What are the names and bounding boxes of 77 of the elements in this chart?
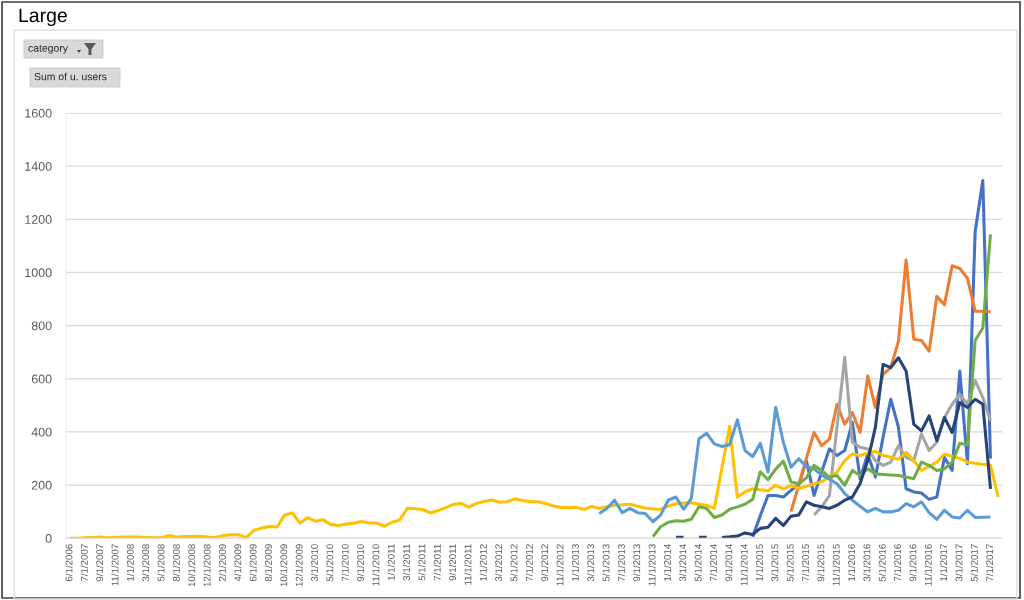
x-tick-label: 5/1/2008 — [157, 544, 165, 582]
x-tick-label: 9/1/2012 — [540, 544, 549, 582]
x-tick-label: 11/1/2016 — [924, 544, 932, 586]
x-tick-label: 4/1/2009 — [234, 544, 242, 582]
x-tick-label: 1/1/2017 — [939, 544, 948, 581]
y-tick-label: 0 — [45, 534, 52, 543]
y-tick-label: 800 — [31, 321, 52, 331]
x-tick-label: 7/1/2016 — [893, 544, 902, 582]
x-tick-label: 3/1/2012 — [494, 544, 503, 582]
x-tick-label: 1/1/2013 — [571, 544, 579, 581]
x-tick-label: 7/1/2015 — [801, 544, 809, 582]
x-tick-label: 7/1/2011 — [433, 544, 441, 581]
x-tick-label: 10/1/2008 — [188, 544, 196, 587]
chart-title: Large — [19, 8, 67, 27]
x-tick-label: 3/1/2011 — [402, 544, 411, 581]
x-tick-label: 5/1/2013 — [602, 544, 610, 582]
x-tick-label: 7/1/2017 — [985, 544, 994, 582]
x-tick-label: 7/1/2013 — [617, 544, 625, 582]
x-tick-label: 9/1/2015 — [817, 544, 825, 582]
x-tick-label: 6/1/2006 — [65, 544, 73, 582]
x-tick-label: 5/1/2015 — [786, 544, 794, 582]
x-tick-label: 7/1/2014 — [709, 544, 717, 582]
x-tick-label: 3/1/2017 — [955, 544, 963, 582]
x-tick-label: 12/1/2008 — [203, 544, 211, 587]
x-tick-label: 11/1/2012 — [556, 544, 564, 586]
x-tick-label: 9/1/2010 — [356, 544, 364, 582]
line-series — [651, 232, 993, 539]
x-tick-label: 3/1/2014 — [679, 544, 687, 582]
x-tick-label: 11/1/2015 — [832, 544, 840, 586]
x-tick-label: 3/1/2008 — [142, 544, 150, 582]
y-tick-label: 1600 — [25, 108, 52, 118]
line-series — [68, 425, 1000, 539]
x-tick-label: 11/1/2010 — [372, 544, 380, 586]
y-tick-label: 1400 — [25, 161, 52, 171]
y-tick-label: 1000 — [25, 268, 52, 278]
line-series — [789, 258, 993, 514]
y-tick-label: 400 — [31, 427, 52, 437]
x-tick-label: 1/1/2016 — [847, 544, 855, 581]
x-tick-label: 1/1/2015 — [755, 544, 763, 581]
x-tick-label: 3/1/2010 — [310, 544, 318, 582]
x-tick-label: 5/1/2011 — [418, 544, 426, 581]
x-tick-label: 3/1/2016 — [863, 544, 871, 582]
x-tick-label: 10/1/2009 — [280, 544, 288, 587]
x-tick-label: 1/1/2014 — [663, 544, 671, 581]
x-tick-label: 8/1/2009 — [264, 544, 272, 582]
x-tick-label: 5/1/2012 — [510, 544, 518, 582]
line-series — [597, 405, 993, 524]
x-tick-label: 9/1/2011 — [448, 544, 457, 581]
x-tick-label: 11/1/2011 — [464, 544, 472, 585]
x-tick-label: 11/1/2007 — [111, 544, 119, 586]
x-tick-label: 7/1/2007 — [80, 544, 88, 582]
y-tick-label: 600 — [31, 374, 52, 384]
x-tick-label: 2/1/2009 — [218, 544, 226, 582]
x-tick-label: 3/1/2015 — [771, 544, 779, 582]
y-tick-label: 200 — [31, 480, 52, 490]
x-tick-label: 12/1/2009 — [295, 544, 303, 587]
x-tick-label: 5/1/2016 — [878, 544, 886, 582]
text: Sum of u. users — [34, 72, 107, 81]
x-tick-label: 9/1/2013 — [633, 544, 641, 582]
x-tick-label: 9/1/2016 — [909, 544, 917, 582]
x-tick-label: 5/1/2014 — [694, 544, 702, 582]
x-tick-label: 5/1/2017 — [970, 544, 978, 582]
x-tick-label: 5/1/2010 — [326, 544, 334, 582]
x-tick-label: 3/1/2013 — [587, 544, 595, 582]
x-tick-label: 11/1/2013 — [648, 544, 656, 586]
text: category — [28, 44, 68, 54]
x-tick-label: 6/1/2009 — [249, 544, 257, 582]
y-tick-label: 1200 — [25, 215, 52, 224]
x-tick-label: 7/1/2010 — [341, 544, 349, 582]
x-tick-label: 7/1/2012 — [525, 544, 533, 582]
x-tick-label: 1/1/2008 — [126, 544, 134, 581]
x-tick-label: 8/1/2008 — [172, 544, 180, 582]
x-tick-label: 1/1/2011 — [387, 544, 395, 581]
x-tick-label: 1/1/2012 — [479, 544, 487, 581]
x-tick-label: 11/1/2014 — [740, 544, 748, 586]
x-tick-label: 9/1/2014 — [725, 544, 733, 582]
x-tick-label: 9/1/2007 — [95, 544, 104, 582]
